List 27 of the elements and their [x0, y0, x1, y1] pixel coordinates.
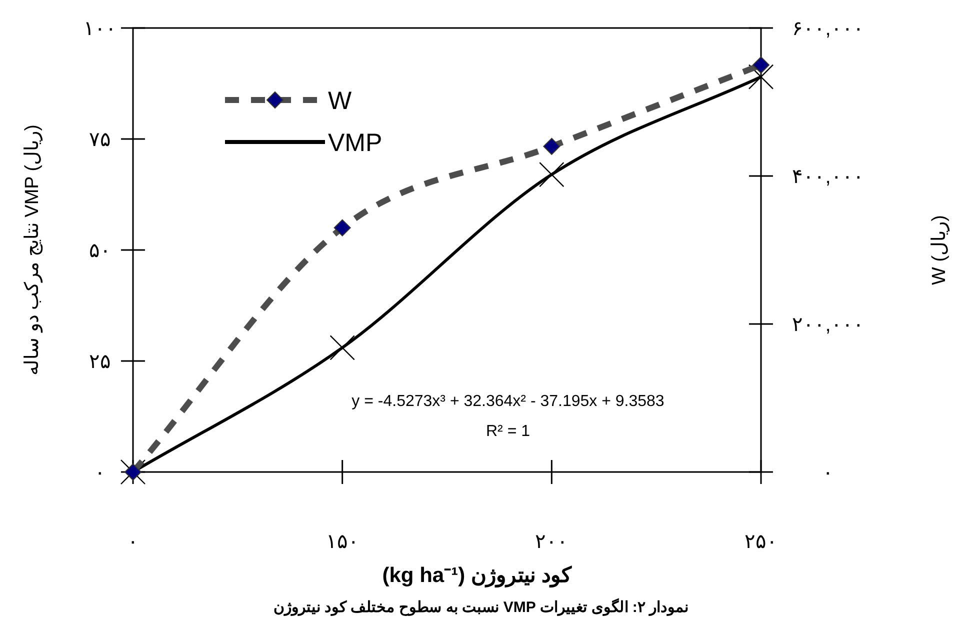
y2-tick-label: ۴۰۰,۰۰۰ [792, 166, 864, 188]
x-tick-label: ۰ [128, 531, 138, 553]
annotation: R² = 1 [486, 423, 530, 440]
point [543, 138, 560, 155]
y-tick-label: ۱۰۰ [84, 18, 116, 40]
y-axis-title: نتایج مرکب دو ساله VMP (ریال) [22, 124, 43, 376]
annotation: y = -4.5273x³ + 32.364x² - 37.195x + 9.3583 [352, 393, 664, 410]
y-tick-label: ۷۵ [89, 129, 111, 151]
y2-tick-label: ۰ [822, 462, 834, 484]
point [748, 64, 774, 90]
y-tick-label: ۰ [94, 462, 106, 484]
point [334, 219, 351, 236]
y2-tick-label: ۲۰۰,۰۰۰ [792, 314, 864, 336]
point [330, 335, 355, 360]
y-tick-label: ۵۰ [89, 240, 111, 262]
x-tick-label: ۲۵۰ [744, 531, 778, 553]
y2-axis-title: W (ریال) [929, 215, 950, 285]
x-axis-title: کود نیتروژن (kg ha⁻¹) [382, 564, 573, 588]
y2-tick-label: ۶۰۰,۰۰۰ [792, 18, 864, 40]
y-tick-label: ۲۵ [89, 351, 111, 373]
point [539, 162, 564, 188]
legend-label: VMP [328, 129, 382, 157]
text: نمودار ۲: الگوی تغییرات VMP نسبت به سطوح مختلف کود نیتروژن [273, 598, 689, 616]
x-tick-label: ۲۰۰ [535, 531, 568, 553]
legend-label: W [328, 87, 352, 115]
point [752, 56, 770, 74]
x-tick-label: ۱۵۰ [326, 531, 359, 553]
